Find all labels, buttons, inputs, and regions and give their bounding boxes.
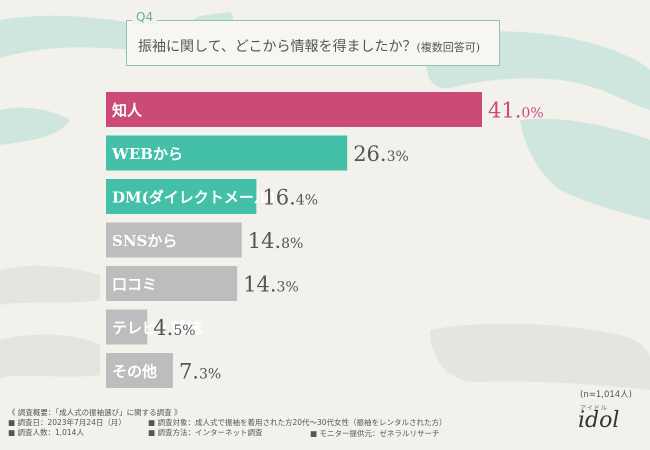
footer-provider: ■ モニター提供元：ゼネラルリサーチ <box>310 429 440 438</box>
bar-3 <box>106 222 242 258</box>
bar-4 <box>106 266 238 301</box>
value-label-1: 26.3% <box>353 142 409 166</box>
value-label-3: 14.8% <box>248 229 304 253</box>
logo: idol <box>578 408 620 433</box>
value-label-0: 41.0% <box>488 99 544 123</box>
deco-cloud-right <box>520 118 650 220</box>
value-label-5: 4.5% <box>153 316 195 340</box>
logo-reading: アイドル <box>580 405 608 412</box>
value-dec-2: 4% <box>296 193 318 209</box>
bar-label-1: WEBから <box>111 145 183 163</box>
value-int-6: 7. <box>179 360 199 384</box>
bar-label-3: SNSから <box>112 232 177 250</box>
bar-label-5: テレビ・雑誌 <box>112 319 202 337</box>
bar-2 <box>106 179 257 214</box>
value-int-2: 16. <box>262 186 295 210</box>
value-label-6: 7.3% <box>179 360 221 384</box>
value-int-4: 14. <box>243 273 276 297</box>
value-label-2: 16.4% <box>262 186 318 210</box>
value-int-5: 4. <box>153 316 173 340</box>
value-dec-0: 0% <box>521 106 543 122</box>
value-label-4: 14.3% <box>243 273 299 297</box>
question-number: Q4 <box>132 10 158 24</box>
footer-target: ■ 調査対象：成人式で振袖を着用された方20代～30代女性（振袖をレンタルされた… <box>148 418 447 427</box>
deco-cloud-gray-left <box>0 265 100 305</box>
bar-6 <box>106 353 173 388</box>
value-int-1: 26. <box>353 142 386 166</box>
footer-col2: ■ 調査対象：成人式で振袖を着用された方20代～30代女性（振袖をレンタルされた… <box>148 418 447 438</box>
question-note: (複数回答可) <box>416 41 481 54</box>
value-int-3: 14. <box>248 229 281 253</box>
bar-0 <box>106 92 482 127</box>
bar-1 <box>106 135 348 171</box>
value-dec-1: 3% <box>387 149 409 165</box>
deco-cloud-gray-left-2 <box>0 334 100 378</box>
bar-label-0: 知人 <box>112 102 143 120</box>
value-dec-4: 3% <box>277 280 299 296</box>
footer-method: ■ 調査方法：インターネット調査 <box>148 428 263 437</box>
bar-label-2: DM(ダイレクトメール) <box>112 189 276 207</box>
footer-respondents: ■ 調査人数：1,014人 <box>8 428 84 437</box>
survey-footer: 《 調査概要：「成人式の振袖選び」に関する調査 》 ■ 調査日：2023年7月2… <box>8 408 182 438</box>
value-dec-3: 8% <box>281 236 303 252</box>
footer-title: 《 調査概要：「成人式の振袖選び」に関する調査 》 <box>8 408 182 417</box>
bar-label-4: 口コミ <box>112 276 157 294</box>
sample-size: (n=1,014人) <box>580 390 632 400</box>
bar-label-6: その他 <box>112 363 157 381</box>
question-main: 振袖に関して、どこから情報を得ましたか？ <box>138 39 417 55</box>
bar-5 <box>106 309 148 345</box>
deco-cloud-left <box>0 107 70 145</box>
value-dec-6: 3% <box>199 367 221 383</box>
value-dec-5: 5% <box>173 323 195 339</box>
question-box <box>126 20 500 66</box>
value-int-0: 41. <box>488 99 521 123</box>
question-text: 振袖に関して、どこから情報を得ましたか？(複数回答可) <box>138 36 480 56</box>
deco-cloud-gray-right <box>430 323 650 390</box>
footer-date: ■ 調査日：2023年7月24日（月） <box>8 418 126 427</box>
